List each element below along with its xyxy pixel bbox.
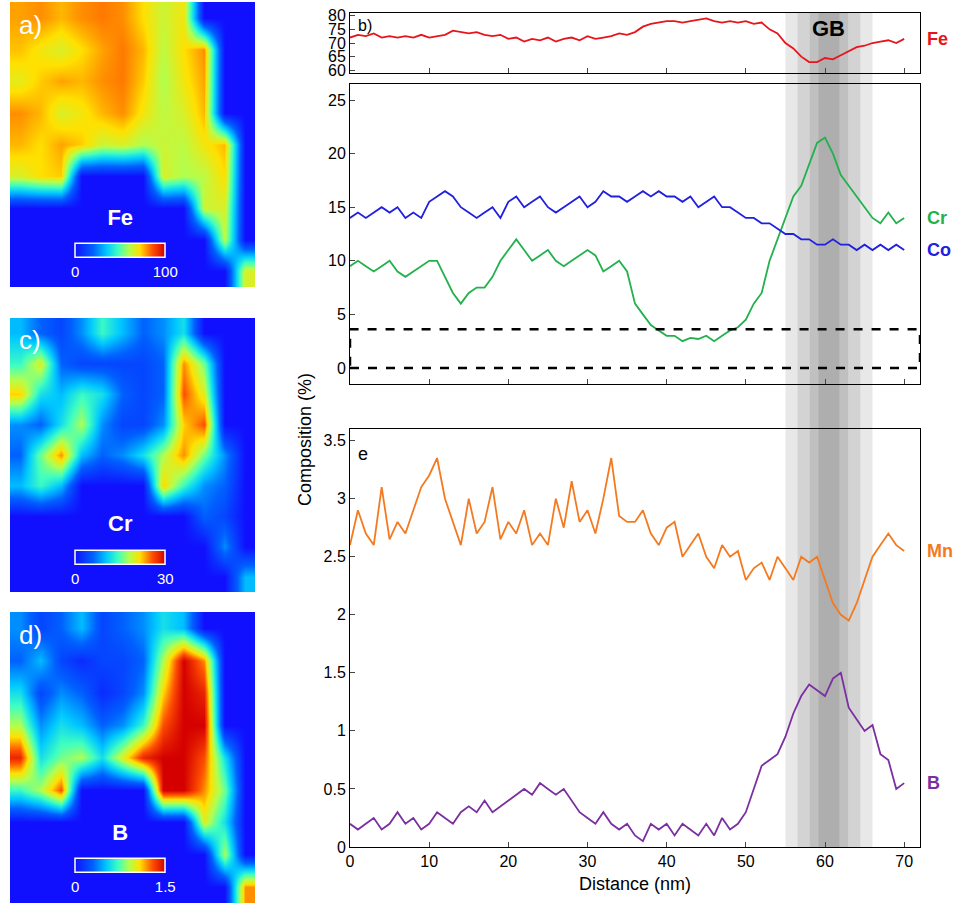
svg-text:0: 0	[337, 839, 346, 856]
svg-text:1.5: 1.5	[324, 664, 346, 681]
svg-text:0.5: 0.5	[324, 781, 346, 798]
svg-text:Distance (nm): Distance (nm)	[579, 874, 691, 894]
svg-text:5: 5	[337, 306, 346, 323]
svg-text:Fe: Fe	[107, 205, 133, 230]
svg-text:1: 1	[337, 722, 346, 739]
svg-text:2.5: 2.5	[324, 548, 346, 565]
svg-text:Cr: Cr	[927, 208, 947, 228]
svg-text:0: 0	[346, 853, 355, 870]
svg-text:Cr: Cr	[108, 511, 133, 536]
svg-text:Co: Co	[927, 240, 951, 260]
svg-text:3.5: 3.5	[324, 432, 346, 449]
svg-text:e: e	[358, 444, 368, 464]
svg-text:30: 30	[157, 570, 174, 587]
svg-text:d): d)	[19, 620, 42, 650]
svg-text:70: 70	[895, 853, 913, 870]
svg-text:3: 3	[337, 490, 346, 507]
svg-text:0: 0	[71, 570, 79, 587]
svg-text:10: 10	[420, 853, 438, 870]
svg-text:20: 20	[328, 145, 346, 162]
svg-text:60: 60	[816, 853, 834, 870]
svg-text:50: 50	[737, 853, 755, 870]
svg-text:25: 25	[328, 92, 346, 109]
svg-text:b): b)	[358, 17, 372, 34]
svg-text:15: 15	[328, 199, 346, 216]
svg-text:1.5: 1.5	[155, 878, 176, 895]
svg-text:40: 40	[658, 853, 676, 870]
svg-text:30: 30	[579, 853, 597, 870]
svg-text:a): a)	[19, 10, 42, 40]
svg-text:c): c)	[19, 325, 41, 355]
svg-text:Mn: Mn	[927, 541, 953, 561]
svg-text:60: 60	[328, 62, 346, 79]
svg-text:0: 0	[71, 263, 79, 280]
svg-text:20: 20	[499, 853, 517, 870]
svg-text:Composition (%): Composition (%)	[295, 373, 315, 506]
svg-text:GB: GB	[812, 16, 845, 41]
svg-text:75: 75	[328, 21, 346, 38]
svg-text:10: 10	[328, 252, 346, 269]
svg-text:B: B	[927, 773, 940, 793]
svg-text:0: 0	[71, 878, 79, 895]
svg-text:2: 2	[337, 606, 346, 623]
svg-text:65: 65	[328, 48, 346, 65]
svg-text:80: 80	[328, 7, 346, 24]
svg-text:70: 70	[328, 35, 346, 52]
svg-text:100: 100	[153, 263, 178, 280]
svg-text:B: B	[112, 820, 128, 845]
svg-text:Fe: Fe	[927, 29, 948, 49]
svg-text:0: 0	[337, 360, 346, 377]
